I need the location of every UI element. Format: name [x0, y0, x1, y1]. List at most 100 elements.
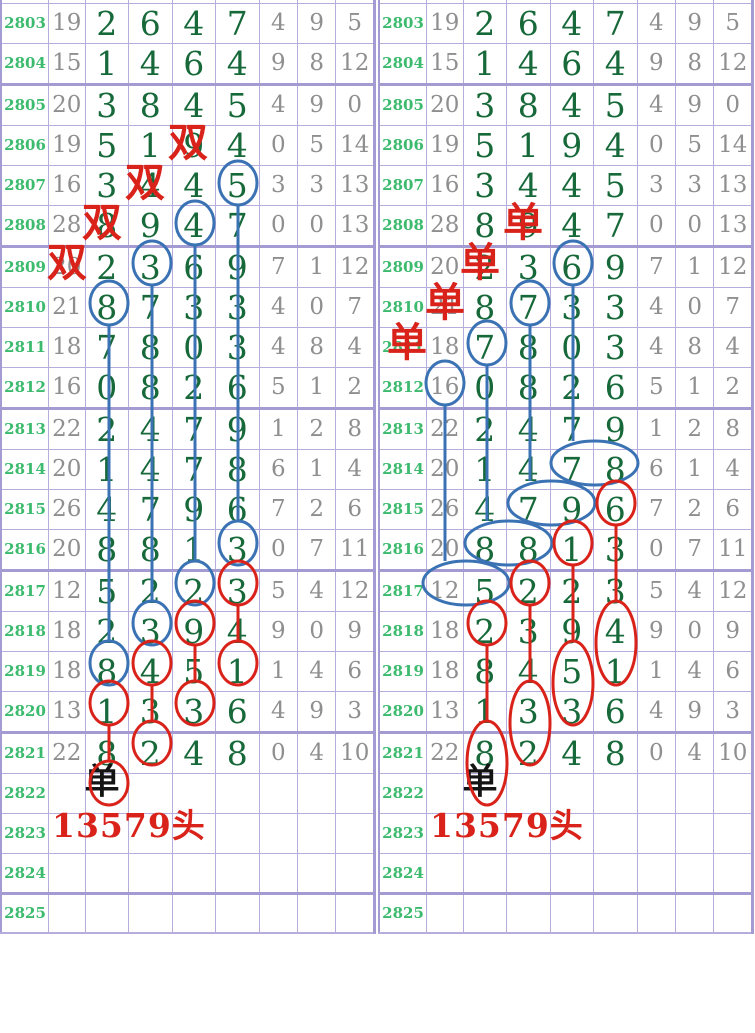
- tail-cell: 6: [335, 488, 375, 530]
- sum-cell: 22: [48, 731, 86, 774]
- tail-cell: 4: [335, 326, 375, 368]
- digit-cell: [549, 852, 595, 895]
- digit-cell: [128, 892, 173, 934]
- sum-cell: 20: [426, 528, 464, 572]
- sum-cell: 20: [48, 448, 86, 490]
- digit-cell: 4: [506, 42, 551, 86]
- digit-cell: [128, 812, 173, 854]
- digit-cell: [215, 852, 260, 895]
- digit-cell: 4: [506, 164, 551, 206]
- period-cell: 2821: [378, 731, 428, 774]
- tail-cell: 4: [297, 731, 337, 774]
- digit-cell: 5: [593, 164, 638, 206]
- sum-cell: [426, 772, 464, 814]
- tail-cell: 6: [335, 650, 375, 692]
- tail-cell: 8: [297, 42, 337, 86]
- tail-cell: 7: [636, 245, 677, 288]
- digit-cell: [171, 772, 217, 814]
- tail-cell: 8: [297, 326, 337, 368]
- sum-cell: [48, 812, 86, 854]
- sum-cell: 12: [426, 569, 464, 612]
- digit-cell: 4: [171, 2, 217, 44]
- digit-cell: [462, 812, 508, 854]
- tail-cell: 0: [297, 286, 337, 328]
- table-row: 2812 16 0 8 2 6 5 1 2: [378, 366, 753, 410]
- tail-cell: 0: [297, 610, 337, 652]
- sum-cell: 28: [48, 204, 86, 248]
- digit-cell: 8: [84, 204, 130, 248]
- period-cell: 2813: [378, 407, 428, 450]
- digit-cell: 4: [506, 448, 551, 490]
- table-row: 2823: [378, 812, 753, 854]
- table-row: 2823: [0, 812, 375, 854]
- tail-cell: [713, 892, 753, 934]
- digit-cell: 6: [128, 2, 173, 44]
- tail-cell: 4: [713, 448, 753, 490]
- sum-cell: 18: [426, 610, 464, 652]
- tail-cell: 1: [258, 407, 299, 450]
- digit-cell: 1: [84, 448, 130, 490]
- digit-cell: 9: [171, 488, 217, 530]
- table-row: 2811 18 7 8 0 3 4 8 4: [378, 326, 753, 368]
- sum-cell: 13: [426, 690, 464, 734]
- tail-cell: 13: [335, 164, 375, 206]
- tail-cell: [258, 852, 299, 895]
- digit-cell: 5: [215, 83, 260, 126]
- digit-cell: 3: [549, 286, 595, 328]
- digit-cell: 6: [215, 488, 260, 530]
- table-row: 2807 16 3 4 4 5 3 3 13: [378, 164, 753, 206]
- digit-cell: 3: [506, 690, 551, 734]
- period-cell: 2825: [0, 892, 50, 934]
- tail-cell: [335, 892, 375, 934]
- tail-cell: 4: [258, 286, 299, 328]
- tail-cell: 9: [675, 690, 715, 734]
- parity-label: 单: [503, 200, 543, 246]
- digit-cell: 2: [84, 610, 130, 652]
- tail-cell: 3: [335, 690, 375, 734]
- digit-cell: 3: [462, 83, 508, 126]
- table-row: 2817 12 5 2 2 3 5 4 12: [0, 569, 375, 612]
- table-row: 2825: [378, 892, 753, 934]
- table-row: 2814 20 1 4 7 8 6 1 4: [378, 448, 753, 490]
- sum-cell: 20: [426, 245, 464, 288]
- tail-cell: [636, 852, 677, 895]
- period-cell: 2824: [0, 852, 50, 895]
- table-row: 2805 20 3 8 4 5 4 9 0: [0, 83, 375, 126]
- sum-cell: [426, 812, 464, 854]
- parity-label: 双: [168, 120, 208, 166]
- table-row: 2818 18 2 3 9 4 9 0 9: [0, 610, 375, 652]
- digit-cell: 8: [128, 366, 173, 410]
- period-cell: 2818: [0, 610, 50, 652]
- parity-label: 双: [47, 240, 87, 286]
- tail-cell: 9: [258, 610, 299, 652]
- digit-cell: 8: [84, 528, 130, 572]
- digit-cell: [593, 852, 638, 895]
- period-cell: 2818: [378, 610, 428, 652]
- parity-label: 单: [387, 320, 427, 366]
- digit-cell: 5: [215, 164, 260, 206]
- digit-cell: 5: [84, 569, 130, 612]
- digit-cell: 9: [549, 124, 595, 166]
- digit-cell: 0: [462, 366, 508, 410]
- sum-cell: 20: [426, 448, 464, 490]
- table-row: 2803 19 2 6 4 7 4 9 5: [378, 2, 753, 44]
- table-row: 2814 20 1 4 7 8 6 1 4: [0, 448, 375, 490]
- digit-cell: 3: [128, 690, 173, 734]
- digit-cell: 7: [215, 204, 260, 248]
- digit-cell: 1: [462, 448, 508, 490]
- digit-cell: 8: [506, 528, 551, 572]
- period-cell: 2805: [0, 83, 50, 126]
- digit-cell: 6: [215, 366, 260, 410]
- sum-cell: 16: [48, 164, 86, 206]
- sum-cell: 19: [48, 2, 86, 44]
- digit-cell: 8: [215, 731, 260, 774]
- tail-cell: 7: [297, 528, 337, 572]
- digit-cell: 8: [593, 448, 638, 490]
- tail-cell: 14: [713, 124, 753, 166]
- digit-cell: 4: [215, 124, 260, 166]
- tail-cell: 4: [335, 448, 375, 490]
- digit-cell: 3: [84, 164, 130, 206]
- digit-cell: 9: [593, 407, 638, 450]
- digit-cell: 4: [549, 164, 595, 206]
- tail-cell: 2: [675, 407, 715, 450]
